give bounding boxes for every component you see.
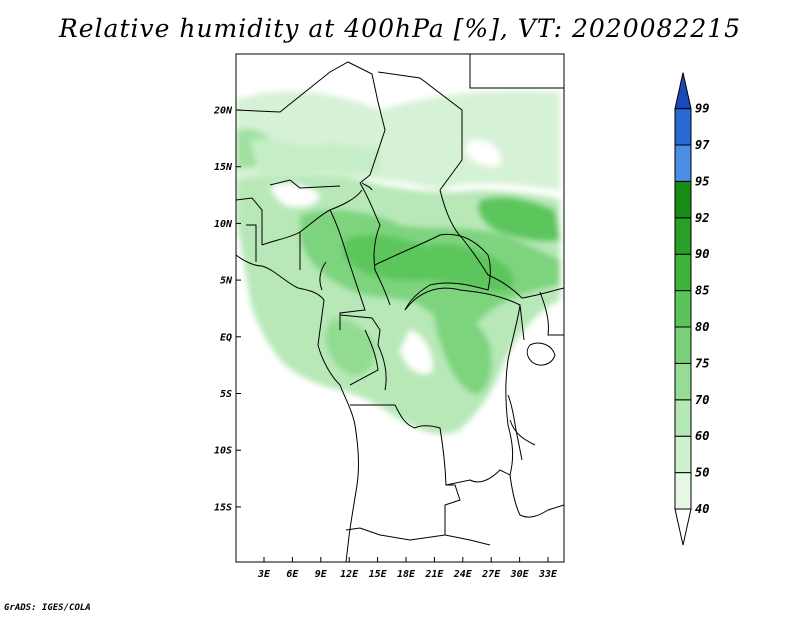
lat-label: 20N [213, 106, 233, 117]
lon-label: 6E [286, 569, 299, 580]
colorbar-segment [674, 399, 692, 437]
colorbar-upper-arrow [674, 72, 692, 110]
colorbar-label: 95 [695, 174, 709, 188]
colorbar-segment [674, 290, 692, 328]
humidity-patch-sahel [250, 138, 380, 176]
lat-label: 10N [214, 219, 233, 230]
border-sahara [236, 61, 386, 184]
coastline-west [236, 254, 359, 562]
colorbar-segment [674, 472, 692, 510]
boundaries [236, 54, 564, 562]
border-congo [339, 314, 387, 391]
colorbar-label: 97 [695, 138, 710, 152]
lon-label: 9E [315, 569, 328, 580]
border-drc [404, 287, 521, 476]
colorbar-lower-arrow [674, 508, 692, 546]
border-chad [359, 182, 391, 306]
humidity-gap-2 [400, 330, 433, 374]
lon-label: 33E [538, 569, 558, 580]
colorbar-segment [674, 108, 692, 146]
colorbar: 40 50 60 70 75 80 85 90 92 95 97 99 [674, 72, 710, 546]
lon-label: 21E [424, 569, 444, 580]
border-west-africa [236, 179, 341, 262]
lon-label: 27E [481, 569, 501, 580]
lat-label: 5S [220, 389, 232, 400]
humidity-core-2 [342, 234, 515, 292]
namibia-border [345, 527, 446, 541]
colorbar-label: 70 [695, 393, 709, 407]
humidity-core-3 [477, 196, 560, 242]
colorbar-segment [674, 326, 692, 364]
colorbar-segment [674, 435, 692, 474]
border-egypt [469, 54, 564, 89]
lake-chad [361, 182, 373, 191]
lat-label: 10S [214, 446, 232, 457]
humidity-gap-3 [465, 139, 501, 167]
colorbar-segment [674, 217, 692, 255]
border-zambia [445, 469, 564, 518]
colorbar-segment [674, 144, 692, 182]
colorbar-segment [674, 253, 692, 292]
border-libya [377, 71, 463, 191]
lon-label: 3E [257, 569, 271, 580]
colorbar-label: 92 [695, 211, 709, 225]
border-car [374, 233, 491, 311]
lon-label: 30E [510, 569, 530, 580]
lake-tanganyika [507, 394, 523, 461]
border-cameroon [329, 209, 366, 330]
colorbar-label: 50 [695, 466, 709, 480]
border-angola [350, 404, 491, 546]
colorbar-label: 99 [695, 102, 709, 116]
border-nigeria [261, 189, 363, 291]
lake-victoria [526, 342, 556, 366]
map-frame [235, 53, 565, 563]
colorbar-label: 85 [695, 284, 709, 298]
colorbar-label: 60 [695, 429, 709, 443]
colorbar-label: 40 [695, 502, 709, 516]
humidity-band-north [236, 90, 560, 190]
lon-label: 24E [453, 569, 473, 580]
longitude-axis: 3E 6E 9E 12E 15E 18E 21E 24E 27E 30E 33E [257, 557, 558, 580]
border-sudan [439, 189, 564, 299]
lat-label: 15S [214, 502, 232, 513]
lat-label: 15N [214, 162, 233, 173]
lon-label: 15E [369, 569, 388, 580]
border-east [509, 291, 564, 446]
colorbar-segment [674, 362, 692, 401]
humidity-shading [236, 90, 560, 435]
humidity-core-5 [325, 318, 376, 376]
colorbar-label: 75 [695, 356, 709, 370]
colorbar-segment [674, 180, 692, 219]
latitude-axis: 20N 15N 10N 5N EQ 5S 10S 15S [213, 106, 241, 513]
humidity-gap-1 [271, 184, 320, 207]
humidity-core-4 [433, 300, 492, 395]
map-title: Relative humidity at 400hPa [%], VT: 202… [58, 14, 742, 43]
grads-credit: GrADS: IGES/COLA [4, 603, 91, 613]
lat-label: 5N [220, 276, 233, 287]
lon-label: 18E [397, 569, 416, 580]
lon-label: 12E [340, 569, 359, 580]
colorbar-label: 80 [695, 320, 709, 334]
colorbar-label: 90 [695, 247, 709, 261]
lat-label: EQ [220, 332, 232, 343]
